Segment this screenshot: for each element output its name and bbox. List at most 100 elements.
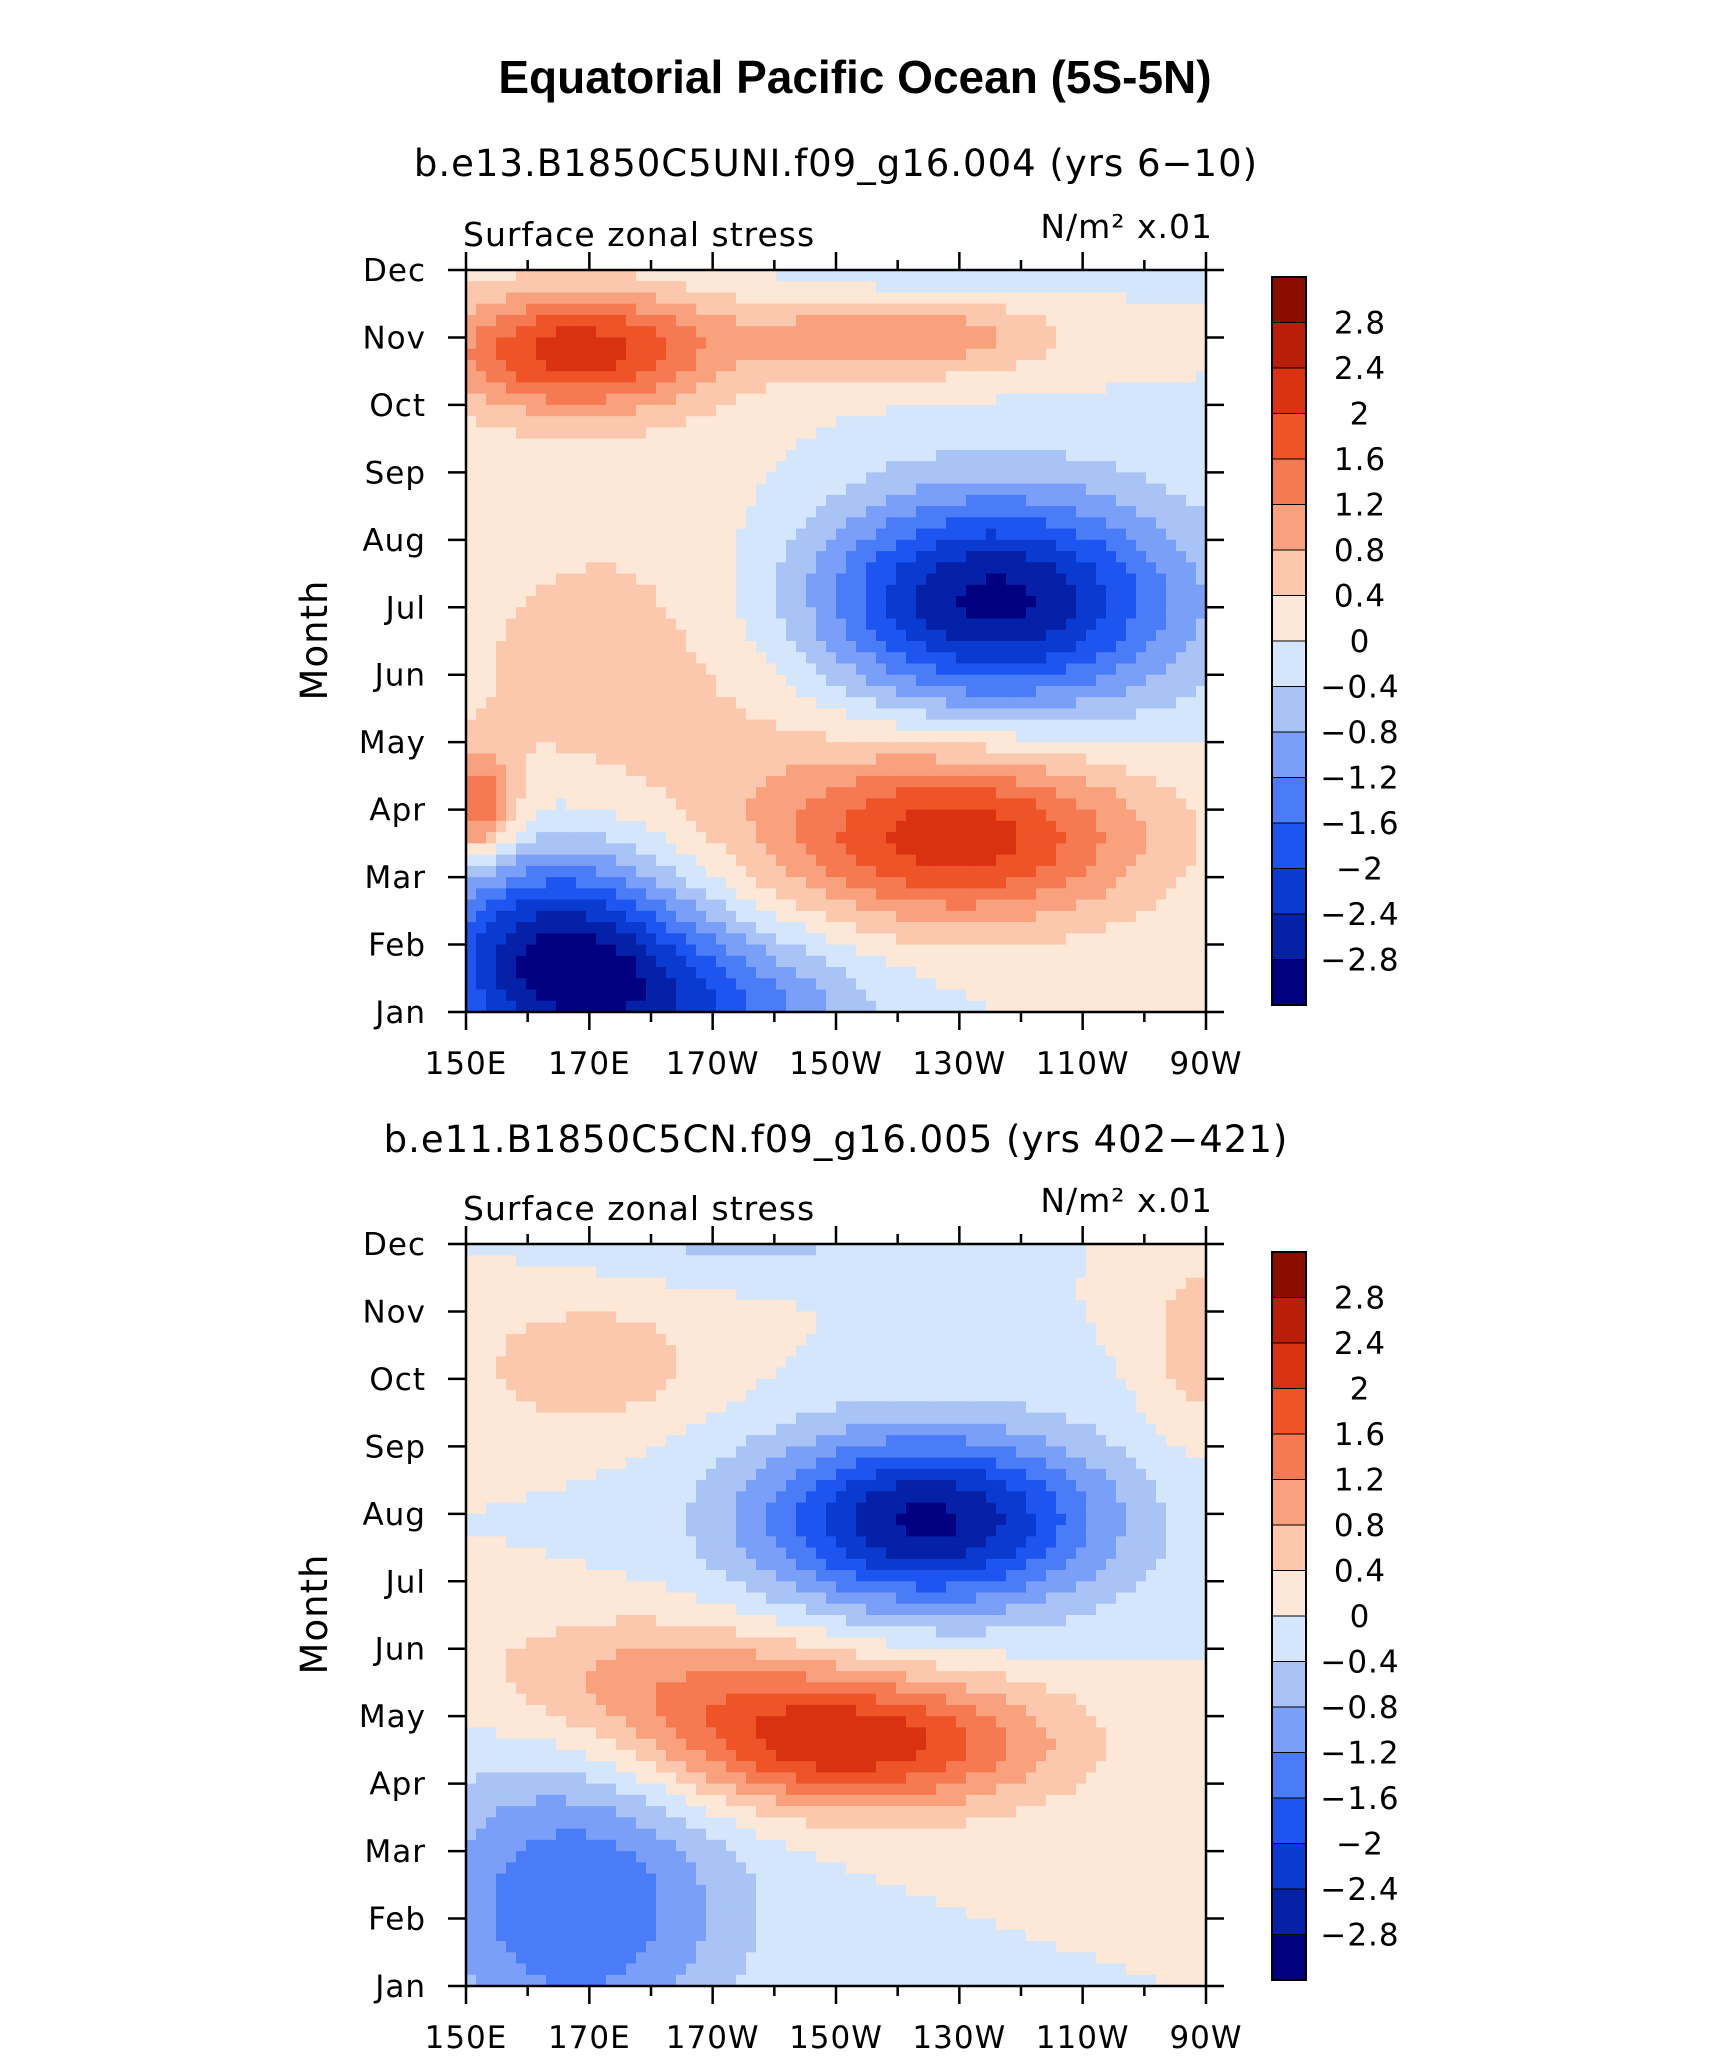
field-cell: [1146, 967, 1157, 979]
field-cell: [466, 326, 477, 339]
field-cell: [876, 528, 887, 541]
field-cell: [496, 685, 507, 698]
field-cell: [536, 832, 547, 844]
field-cell: [536, 539, 547, 552]
field-cell: [746, 787, 757, 799]
field-cell: [566, 641, 577, 653]
field-cell: [876, 359, 887, 372]
field-cell: [1176, 899, 1187, 912]
field-cell: [1176, 832, 1187, 844]
field-cell: [706, 506, 717, 518]
x-tick-label: 150E: [425, 1046, 508, 1082]
field-cell: [576, 506, 587, 518]
field-cell: [656, 967, 667, 979]
field-cell: [926, 865, 937, 878]
field-cell: [616, 899, 627, 912]
field-cell: [956, 719, 967, 732]
field-cell: [976, 472, 987, 485]
field-cell: [996, 798, 1007, 811]
field-cell: [896, 663, 907, 676]
field-cell: [636, 281, 647, 294]
field-cell: [1016, 573, 1027, 586]
field-cell: [1156, 427, 1167, 440]
field-cell: [1096, 382, 1107, 395]
field-cell: [486, 506, 497, 518]
field-cell: [676, 517, 687, 530]
field-cell: [846, 416, 857, 428]
field-cell: [506, 809, 517, 822]
field-cell: [836, 685, 847, 698]
field-cell: [1026, 449, 1037, 462]
field-cell: [626, 629, 637, 642]
field-cell: [1156, 854, 1167, 867]
field-cell: [476, 730, 487, 743]
field-cell: [1046, 933, 1057, 946]
field-cell: [796, 416, 807, 428]
field-cell: [726, 292, 737, 305]
field-cell: [886, 348, 897, 361]
field-cell: [1036, 472, 1047, 485]
field-cell: [1076, 438, 1087, 451]
field-cell: [1196, 382, 1207, 395]
field-cell: [976, 775, 987, 788]
field-cell: [1146, 517, 1157, 530]
field-cell: [996, 753, 1007, 766]
field-cell: [476, 989, 487, 1002]
field-cell: [616, 270, 627, 282]
field-cell: [946, 1000, 957, 1013]
field-cell: [676, 382, 687, 395]
field-cell: [1026, 483, 1037, 496]
field-cell: [676, 978, 687, 991]
field-cell: [826, 685, 837, 698]
field-cell: [736, 427, 747, 440]
field-cell: [796, 584, 807, 597]
field-cell: [636, 888, 647, 901]
field-cell: [566, 359, 577, 372]
field-cell: [486, 775, 497, 788]
field-cell: [716, 967, 727, 979]
field-cell: [1036, 888, 1047, 901]
field-cell: [906, 449, 917, 462]
field-cell: [786, 483, 797, 496]
field-cell: [666, 944, 677, 957]
field-cell: [936, 427, 947, 440]
field-cell: [686, 933, 697, 946]
field-cell: [716, 719, 727, 732]
field-cell: [816, 337, 827, 350]
field-cell: [1106, 663, 1117, 676]
field-cell: [1176, 933, 1187, 946]
field-cell: [826, 663, 837, 676]
field-cell: [826, 753, 837, 766]
field-cell: [756, 573, 767, 586]
field-cell: [616, 685, 627, 698]
colorbar-box: [1271, 731, 1307, 779]
field-cell: [836, 371, 847, 384]
field-cell: [1036, 652, 1047, 665]
field-cell: [786, 877, 797, 889]
field-cell: [476, 528, 487, 541]
field-cell: [656, 854, 667, 867]
field-cell: [516, 326, 527, 339]
field-cell: [476, 674, 487, 687]
field-cell: [516, 910, 527, 923]
field-cell: [906, 742, 917, 755]
field-cell: [896, 629, 907, 642]
field-cell: [976, 663, 987, 676]
field-cell: [1126, 551, 1137, 563]
field-cell: [956, 753, 967, 766]
field-cell: [466, 281, 477, 294]
field-cell: [496, 528, 507, 541]
field-cell: [1026, 326, 1037, 339]
field-cell: [876, 427, 887, 440]
field-cell: [986, 438, 997, 451]
field-cell: [996, 416, 1007, 428]
field-cell: [976, 270, 987, 282]
field-cell: [836, 764, 847, 777]
field-cell: [836, 854, 847, 867]
field-cell: [606, 461, 617, 473]
field-cell: [876, 832, 887, 844]
field-cell: [766, 775, 777, 788]
field-cell: [1016, 787, 1027, 799]
field-cell: [936, 371, 947, 384]
field-cell: [556, 798, 567, 811]
